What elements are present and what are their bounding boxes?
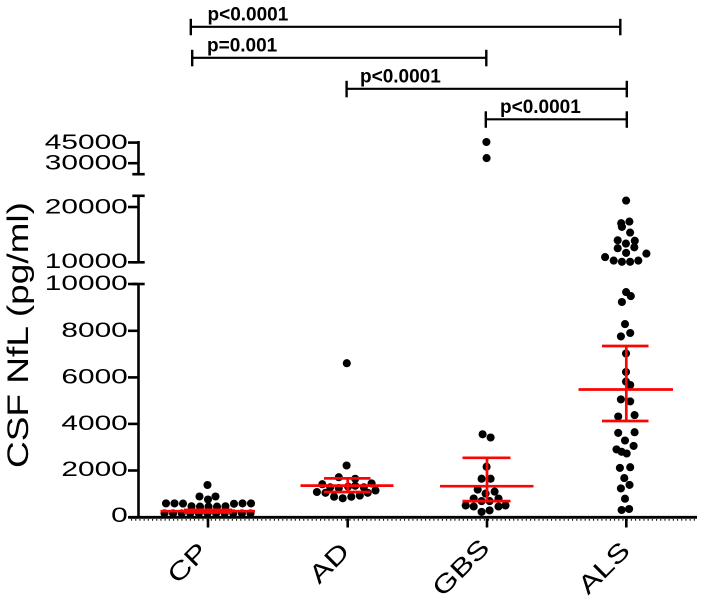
svg-text:p<0.0001: p<0.0001 xyxy=(208,5,289,26)
svg-text:8000: 8000 xyxy=(61,319,127,342)
svg-text:30000: 30000 xyxy=(45,152,128,175)
svg-text:45000: 45000 xyxy=(45,131,128,154)
svg-text:4000: 4000 xyxy=(61,412,127,435)
svg-text:p<0.0001: p<0.0001 xyxy=(360,67,441,88)
svg-text:6000: 6000 xyxy=(61,366,127,389)
svg-text:10000: 10000 xyxy=(45,250,128,273)
svg-text:2000: 2000 xyxy=(61,458,127,481)
svg-text:20000: 20000 xyxy=(45,195,128,218)
svg-text:10000: 10000 xyxy=(45,272,128,295)
svg-text:p=0.001: p=0.001 xyxy=(207,36,278,57)
svg-text:0: 0 xyxy=(111,504,128,527)
svg-text:p<0.0001: p<0.0001 xyxy=(500,97,581,118)
svg-text:CSF NfL (pg/ml): CSF NfL (pg/ml) xyxy=(2,202,35,468)
